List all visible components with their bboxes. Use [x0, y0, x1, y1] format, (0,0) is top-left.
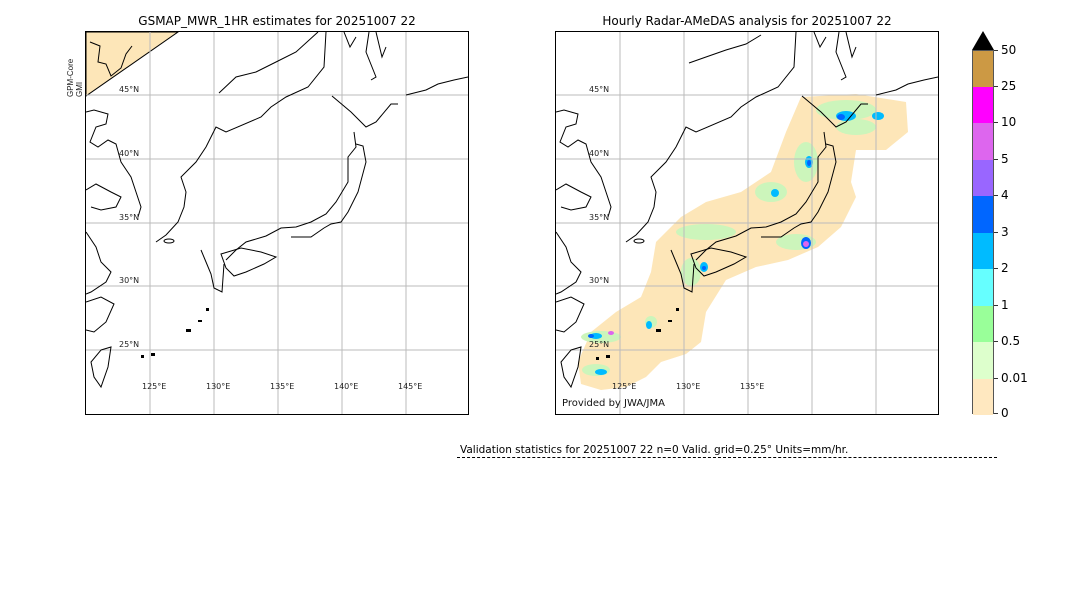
lon-label-140: 140°E — [334, 382, 359, 391]
colorbar-tick — [994, 159, 998, 160]
colorbar-seg-5-10 — [973, 123, 993, 160]
colorbar-label: 50 — [1001, 43, 1017, 57]
colorbar-seg-4-5 — [973, 160, 993, 196]
colorbar-tick — [994, 232, 998, 233]
lat-label-40: 40°N — [589, 149, 610, 158]
lon-label-130: 130°E — [206, 382, 231, 391]
left-chart-title: GSMAP_MWR_1HR estimates for 20251007 22 — [138, 14, 416, 28]
colorbar-tick — [994, 50, 998, 51]
lon-label-125: 125°E — [612, 382, 637, 391]
colorbar-label: 1 — [1001, 298, 1009, 312]
lat-label-35: 35°N — [119, 213, 140, 222]
lat-label-35: 35°N — [589, 213, 610, 222]
colorbar-seg-0.5-1 — [973, 306, 993, 342]
colorbar-label: 4 — [1001, 188, 1009, 202]
colorbar-label: 0.5 — [1001, 334, 1021, 348]
data-credit: Provided by JWA/JMA — [562, 398, 665, 409]
lat-label-25: 25°N — [589, 340, 610, 349]
right-chart-title: Hourly Radar-AMeDAS analysis for 2025100… — [602, 14, 892, 28]
validation-divider — [457, 457, 997, 458]
colorbar-seg-3-4 — [973, 196, 993, 233]
colorbar-seg-10-25 — [973, 87, 993, 123]
colorbar-seg-25-50 — [973, 51, 993, 87]
validation-statistics: Validation statistics for 20251007 22 n=… — [460, 444, 849, 456]
lat-label-25: 25°N — [119, 340, 140, 349]
colorbar-label: 10 — [1001, 115, 1017, 129]
colorbar-label: 2 — [1001, 261, 1009, 275]
lon-label-125: 125°E — [142, 382, 167, 391]
lon-label-145: 145°E — [398, 382, 423, 391]
satellite-label: GPM-Core GMI — [66, 59, 84, 97]
colorbar-tick — [994, 378, 998, 379]
colorbar-tick — [994, 268, 998, 269]
colorbar-extend-arrow — [972, 31, 994, 50]
left-map-graphic — [86, 32, 468, 414]
lon-label-135: 135°E — [270, 382, 295, 391]
colorbar — [972, 50, 994, 415]
colorbar-tick — [994, 122, 998, 123]
colorbar-tick — [994, 195, 998, 196]
lat-label-45: 45°N — [589, 85, 610, 94]
lat-label-45: 45°N — [119, 85, 140, 94]
colorbar-tick — [994, 86, 998, 87]
colorbar-label: 25 — [1001, 79, 1017, 93]
colorbar-tick — [994, 341, 998, 342]
left-map: 45°N 40°N 35°N 30°N 25°N 125°E 130°E 135… — [85, 31, 469, 415]
right-map: 45°N 40°N 35°N 30°N 25°N 125°E 130°E 135… — [555, 31, 939, 415]
colorbar-label: 5 — [1001, 152, 1009, 166]
lat-label-30: 30°N — [119, 276, 140, 285]
colorbar-label: 0 — [1001, 406, 1009, 420]
colorbar-tick — [994, 305, 998, 306]
satellite-label-line1: GPM-Core — [66, 58, 75, 97]
colorbar-seg-0.01-0.5 — [973, 342, 993, 379]
colorbar-seg-1-2 — [973, 269, 993, 306]
colorbar-label: 3 — [1001, 225, 1009, 239]
lat-label-40: 40°N — [119, 149, 140, 158]
right-map-graphic — [556, 32, 938, 414]
colorbar-seg-2-3 — [973, 233, 993, 269]
lat-label-30: 30°N — [589, 276, 610, 285]
colorbar-tick — [994, 413, 998, 414]
colorbar-label: 0.01 — [1001, 371, 1028, 385]
satellite-label-line2: GMI — [75, 81, 84, 97]
lon-label-130: 130°E — [676, 382, 701, 391]
colorbar-seg-0-0.01 — [973, 379, 993, 415]
lon-label-135: 135°E — [740, 382, 765, 391]
